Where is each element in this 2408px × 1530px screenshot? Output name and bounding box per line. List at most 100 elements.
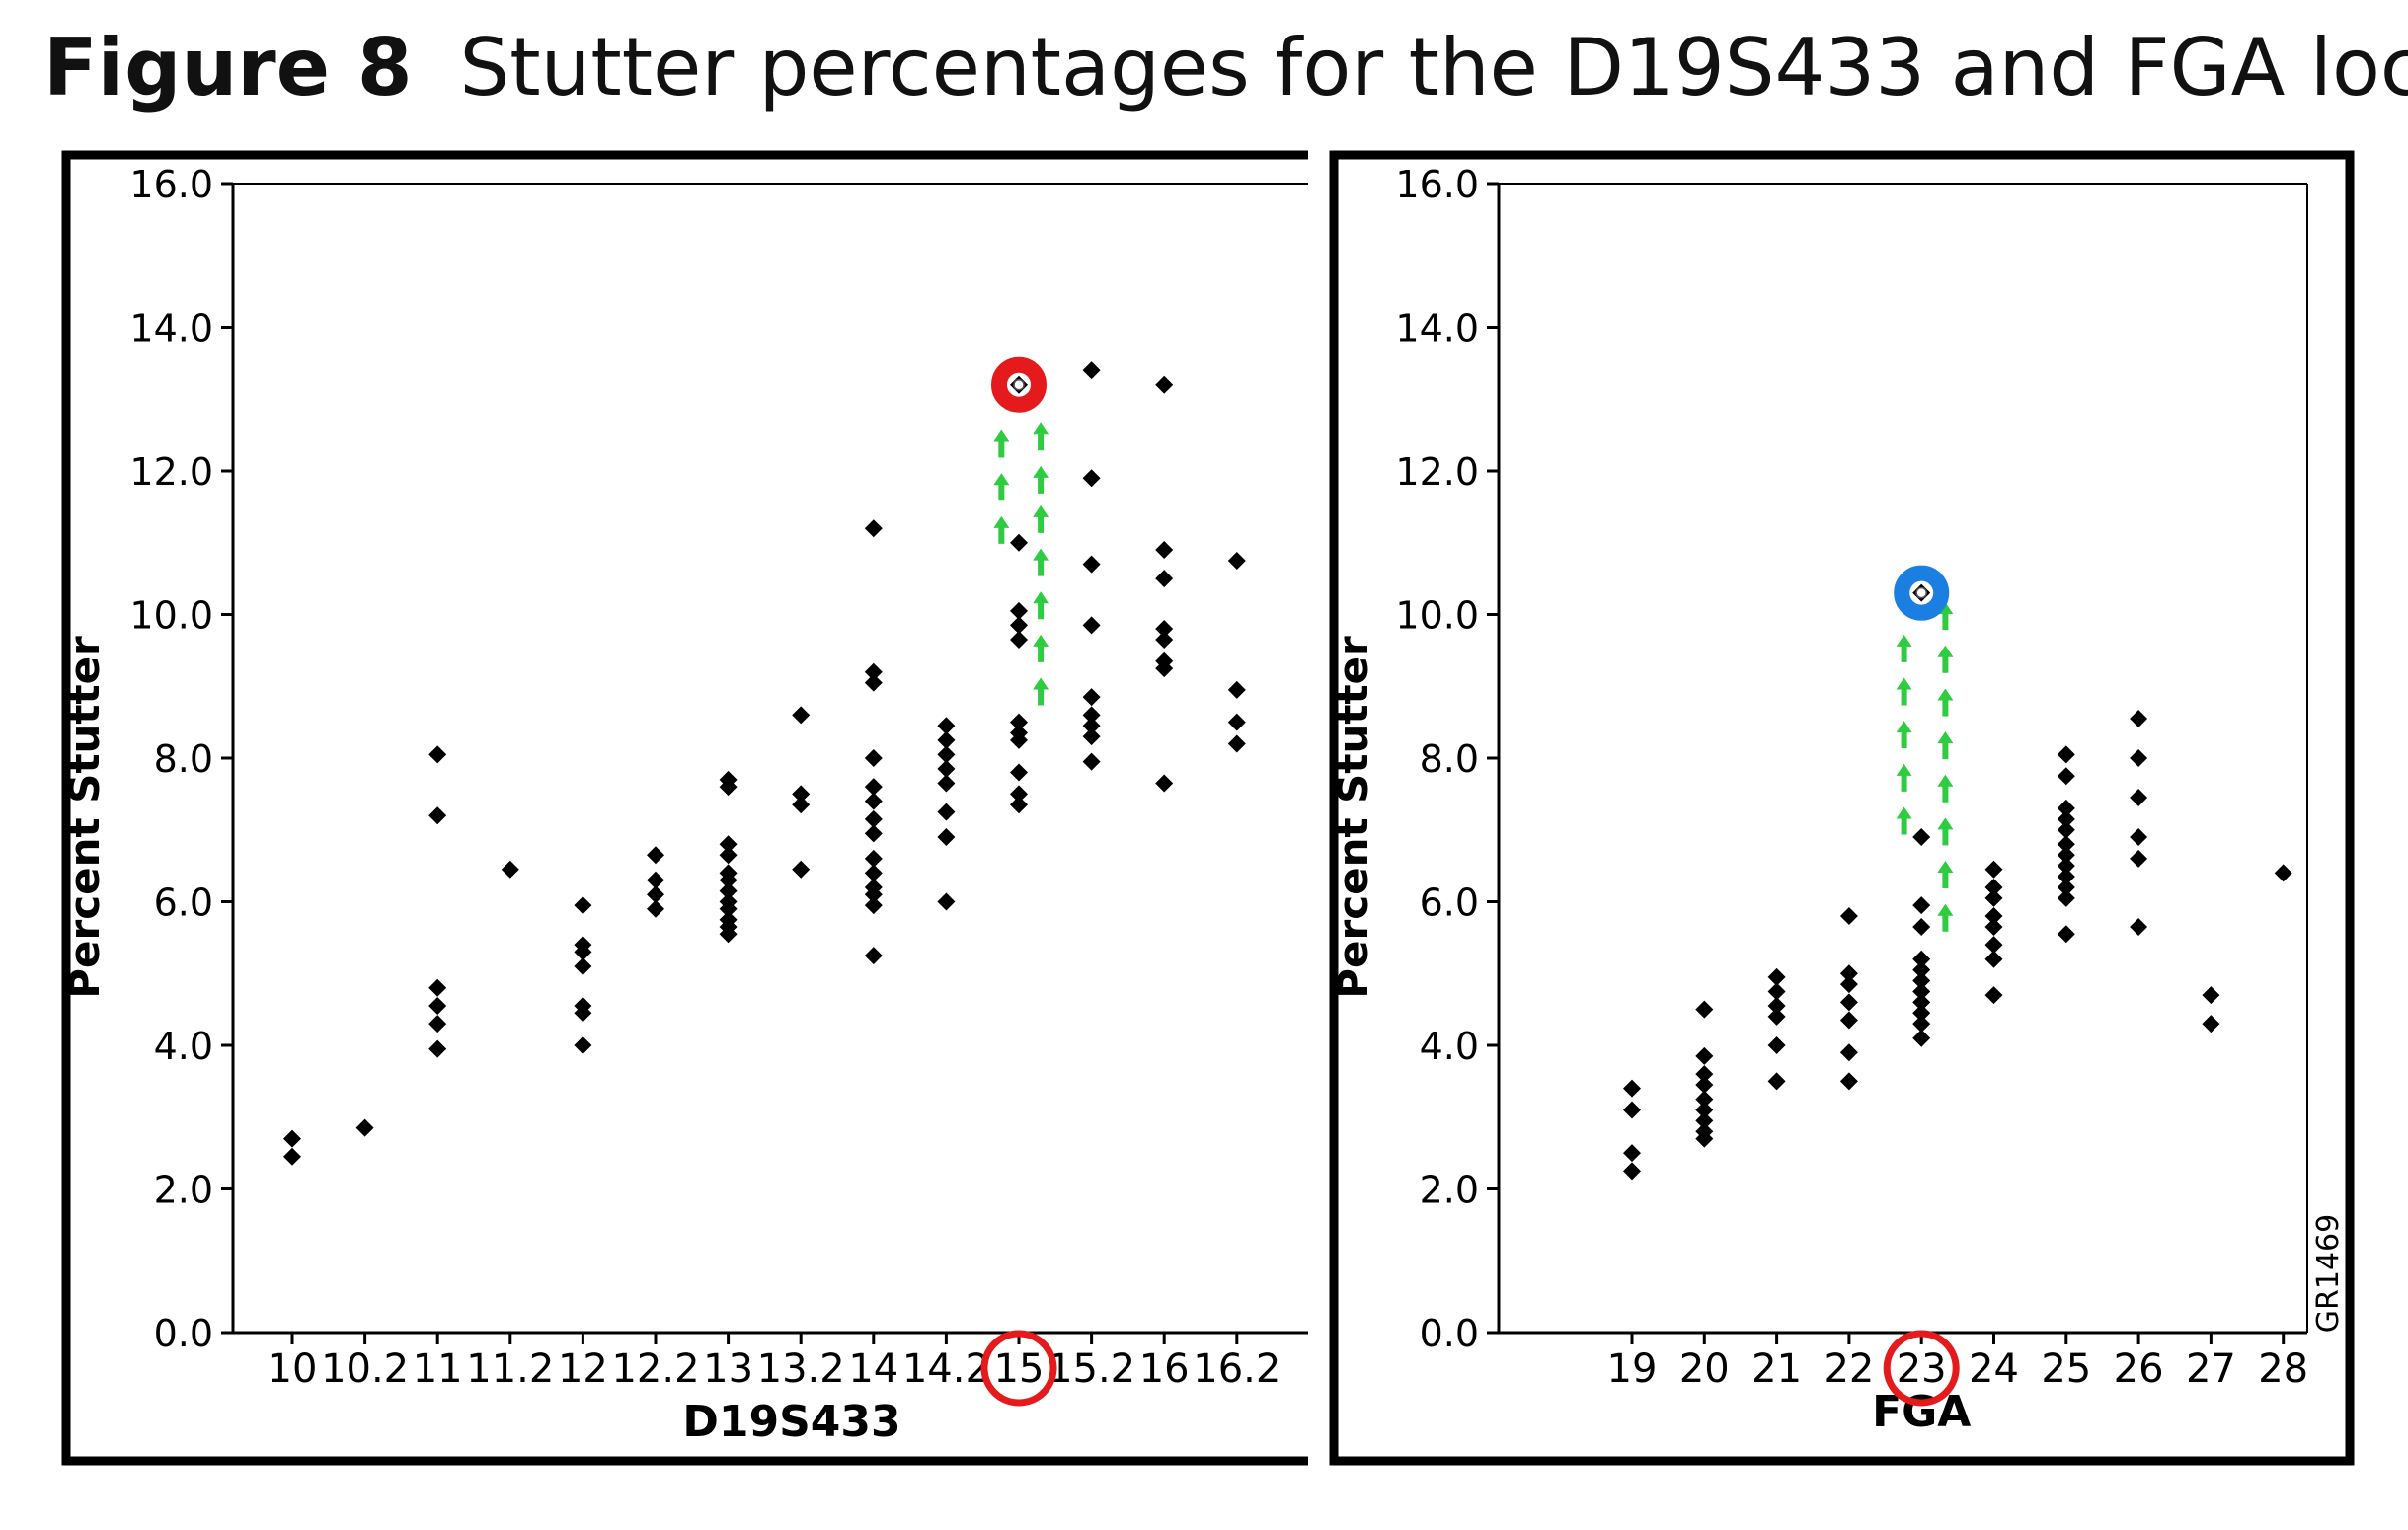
data-point: [2057, 846, 2075, 865]
data-point: [1984, 878, 2003, 896]
arrow-up-icon: [1937, 731, 1954, 760]
data-point: [1767, 996, 1786, 1015]
data-point: [647, 899, 664, 918]
data-point: [1767, 1007, 1786, 1026]
data-point: [1010, 533, 1028, 552]
d19s433-stutter-chart: 0.02.04.06.08.010.012.014.016.010 10.2 11 1…: [60, 150, 1308, 1466]
data-point: [1010, 713, 1028, 731]
data-point: [283, 1129, 301, 1148]
data-point: [1912, 960, 1931, 979]
chart-frame: [1329, 150, 2355, 1466]
data-point: [2202, 1015, 2220, 1033]
x-tick-label: 25: [2041, 1346, 2091, 1392]
y-tick-label: 16.0: [129, 163, 213, 206]
data-point: [792, 706, 811, 725]
data-point: [937, 803, 956, 821]
highlight-marker: [1894, 565, 1950, 621]
x-tick-label: 21: [1751, 1346, 1802, 1392]
data-point: [1984, 907, 2003, 926]
data-point: [2057, 767, 2075, 786]
y-tick-label: 6.0: [154, 881, 213, 925]
y-tick-label: 14.0: [1395, 307, 1479, 350]
figure-code-label: GR1469: [2311, 1214, 2346, 1333]
data-point: [937, 892, 956, 911]
data-point: [1082, 616, 1101, 635]
x-tick-label: 15: [994, 1346, 1045, 1392]
data-point: [2202, 986, 2220, 1005]
y-tick-label: 6.0: [1420, 881, 1479, 925]
x-tick-label: 16.2: [1193, 1346, 1281, 1392]
data-point: [2130, 789, 2148, 807]
data-point: [1082, 361, 1101, 380]
data-point: [428, 1039, 447, 1058]
data-point: [1010, 763, 1028, 782]
data-point: [428, 745, 447, 764]
data-point: [864, 792, 883, 810]
data-point: [864, 662, 883, 681]
arrow-up-icon: [1937, 645, 1954, 673]
data-point: [719, 871, 738, 889]
data-point: [792, 796, 811, 814]
x-tick-label: 13: [703, 1346, 753, 1392]
data-point: [864, 749, 883, 767]
data-point: [1227, 680, 1246, 699]
data-point: [1912, 896, 1931, 915]
data-point: [1767, 967, 1786, 986]
x-tick-label: 19: [1607, 1346, 1658, 1392]
data-point: [647, 885, 664, 904]
arrow-up-icon: [1937, 688, 1954, 717]
data-point: [2130, 917, 2148, 936]
arrow-up-icon: [1896, 721, 1912, 749]
y-tick-label: 2.0: [1420, 1169, 1479, 1212]
data-point: [1984, 888, 2003, 907]
data-point: [1623, 1144, 1641, 1163]
data-point: [937, 828, 956, 847]
data-point: [719, 778, 738, 797]
data-point: [2057, 809, 2075, 828]
y-tick-label: 12.0: [1395, 450, 1479, 494]
data-point: [1984, 986, 2003, 1005]
y-tick-label: 14.0: [129, 307, 213, 350]
arrow-up-icon: [993, 429, 1010, 458]
x-tick-label: 24: [1969, 1346, 2019, 1392]
data-point: [864, 824, 883, 843]
data-point: [2057, 799, 2075, 817]
data-point: [719, 899, 738, 918]
data-point: [1155, 570, 1174, 588]
x-tick-label: 14.2: [902, 1346, 990, 1392]
data-point: [1623, 1079, 1641, 1098]
arrow-up-icon: [1896, 634, 1912, 662]
y-tick-label: 8.0: [1420, 737, 1479, 781]
data-point: [864, 896, 883, 915]
x-tick-label: 11.2: [466, 1346, 554, 1392]
data-point: [283, 1147, 301, 1166]
data-point: [937, 717, 956, 735]
data-point: [1695, 1101, 1714, 1119]
data-point: [2057, 878, 2075, 896]
data-point: [1082, 555, 1101, 574]
data-point: [864, 885, 883, 904]
arrow-up-icon: [1033, 422, 1049, 451]
arrow-up-icon: [1896, 763, 1912, 792]
x-tick-label: 11: [413, 1346, 463, 1392]
data-point: [2130, 828, 2148, 847]
data-point: [1155, 774, 1174, 793]
data-point: [1839, 907, 1858, 926]
data-point: [1010, 601, 1028, 620]
data-point: [647, 871, 664, 889]
arrow-up-icon: [1896, 677, 1912, 706]
data-point: [1082, 727, 1101, 746]
data-point: [1912, 828, 1931, 847]
data-point: [937, 730, 956, 749]
data-point: [1010, 630, 1028, 649]
data-point: [428, 996, 447, 1015]
y-axis-title: Percent Stutter: [60, 636, 109, 999]
x-tick-label: 22: [1824, 1346, 1874, 1392]
data-point: [1984, 860, 2003, 879]
x-tick-label: 13.2: [757, 1346, 845, 1392]
data-point: [864, 864, 883, 882]
highlight-marker-center: [1013, 378, 1025, 391]
highlight-marker: [991, 356, 1047, 413]
data-point: [1695, 1129, 1714, 1148]
data-point: [1767, 982, 1786, 1001]
